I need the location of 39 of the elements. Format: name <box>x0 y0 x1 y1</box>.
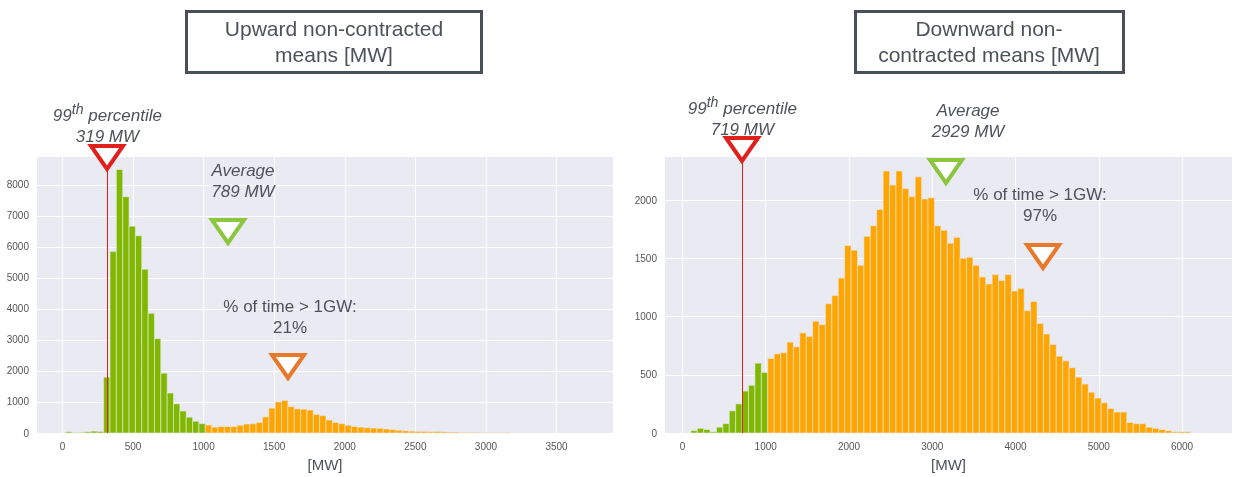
x-tick-label: 2000 <box>333 440 357 452</box>
y-tick-label: 2000 <box>634 194 658 206</box>
x-tick-label: 1000 <box>192 440 216 452</box>
y-tick-label: 7000 <box>6 210 30 222</box>
x-tick-label: 3000 <box>921 440 944 452</box>
x-tick-label: 2000 <box>837 440 861 452</box>
annotation: Average 789 MW <box>210 160 277 202</box>
y-tick-label: 6000 <box>6 241 30 253</box>
ref-line-label: 99$^{th}$ percentile 319 MW <box>51 100 163 147</box>
text: Average 2929 MW <box>930 100 1007 142</box>
y-tick-label: 3000 <box>6 334 30 346</box>
annotation: % of time > 1GW: 21% <box>222 296 358 338</box>
x-tick-label: 5000 <box>1087 440 1111 452</box>
y-tick-label: 1000 <box>634 311 658 323</box>
x-tick-label: 1500 <box>263 440 286 452</box>
y-tick-label: 5000 <box>6 272 30 284</box>
x-tick-label: 1000 <box>754 440 778 452</box>
y-tick-label: 2000 <box>6 365 30 377</box>
y-tick-label: 1500 <box>634 252 658 264</box>
x-tick-label: 3500 <box>545 440 569 452</box>
x-axis-title: [MW] <box>931 456 966 473</box>
chart-title: Downward non-contracted means [MW] <box>853 10 1125 74</box>
annotation: % of time > 1GW: 97% <box>972 184 1108 226</box>
x-tick-label: 500 <box>124 440 142 452</box>
x-tick-label: 2500 <box>404 440 427 452</box>
x-tick-label: 6000 <box>1170 440 1194 452</box>
chart-title: Upward non-contracted means [MW] <box>185 10 483 74</box>
x-tick-label: 0 <box>59 440 66 452</box>
y-tick-label: 4000 <box>6 303 30 315</box>
y-tick-label: 500 <box>640 369 658 381</box>
y-tick-label: 0 <box>651 427 658 439</box>
y-tick-label: 0 <box>23 427 30 439</box>
y-tick-label: 8000 <box>6 179 30 191</box>
x-tick-label: 4000 <box>1004 440 1028 452</box>
x-axis-title: [MW] <box>307 456 343 473</box>
x-tick-label: 0 <box>679 440 686 452</box>
ref-line-label: 99$^{th}$ percentile 719 MW <box>686 93 798 140</box>
x-tick-label: 3000 <box>474 440 498 452</box>
y-tick-label: 1000 <box>6 396 30 408</box>
